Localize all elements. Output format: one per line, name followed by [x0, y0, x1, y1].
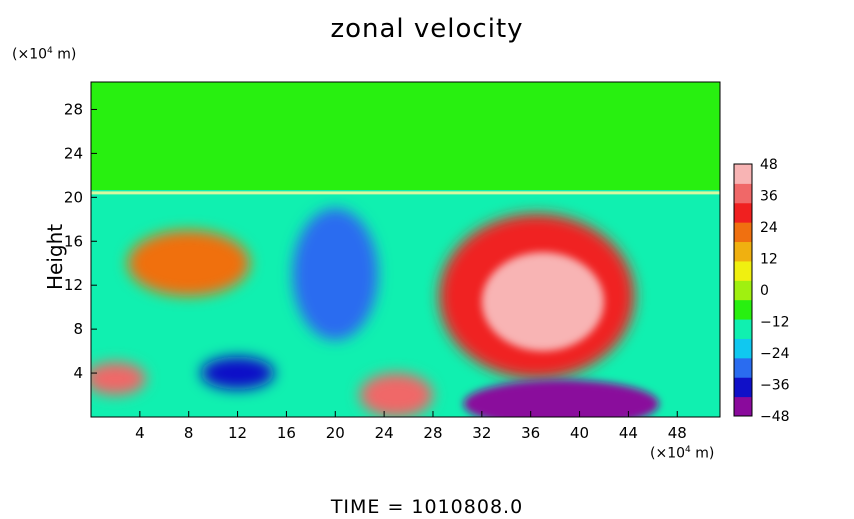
colorbar-swatch: [734, 338, 752, 359]
colorbar-swatch: [734, 164, 752, 184]
x-tick-label: 20: [326, 424, 345, 442]
x-tick-label: 48: [668, 424, 687, 442]
feature-westerly-left: [127, 230, 250, 297]
y-tick-label: 28: [64, 100, 83, 118]
colorbar-swatch: [734, 299, 752, 320]
feature-surface-easterly: [463, 379, 659, 417]
x-tick-label: 16: [277, 424, 296, 442]
colorbar-swatch: [734, 241, 752, 262]
colorbar-swatch: [734, 357, 752, 378]
feature-surface-westerly: [359, 373, 433, 417]
plot-frame: [90, 81, 721, 418]
colorbar-swatch: [734, 183, 752, 204]
y-tick-label: 12: [64, 276, 83, 294]
x-axis-unit: (×104 m): [650, 445, 715, 462]
x-tick-label: 8: [184, 424, 194, 442]
colorbar-tick-label: 36: [760, 189, 778, 205]
x-tick-label: 36: [521, 424, 540, 442]
colorbar-tick-label: −12: [760, 315, 790, 331]
colorbar-tick-label: 24: [760, 220, 778, 236]
x-tick-label: 12: [228, 424, 247, 442]
x-tick-label: 4: [135, 424, 145, 442]
feature-easterly-band: [292, 208, 379, 341]
x-axis: 4 8 12 16 20 24 28 32 36 40 44 48: [135, 411, 687, 442]
colorbar-swatch: [734, 202, 752, 223]
y-tick-label: 16: [64, 232, 83, 250]
feature-low-easterly: [200, 356, 275, 390]
colorbar-frame: [733, 163, 753, 417]
plot-area: [91, 82, 720, 417]
colorbar-tick-label: −48: [760, 409, 790, 425]
colorbar-swatch: [734, 280, 752, 301]
y-tick-label: 8: [73, 320, 83, 338]
colorbar-swatch: [734, 377, 752, 398]
y-axis-unit: (×104 m): [12, 46, 77, 63]
y-tick-label: 24: [64, 144, 83, 162]
x-tick-label: 44: [619, 424, 638, 442]
colorbar-swatch: [734, 396, 752, 417]
colorbar-tick-label: −36: [760, 378, 790, 394]
feature-upper-jet-core: [481, 252, 604, 352]
colorbar-tick-label: 12: [760, 252, 778, 268]
colorbar: 48 36 24 12 0 −12 −24 −36 −48: [733, 157, 790, 425]
y-tick-label: 20: [64, 188, 83, 206]
colorbar-tick-label: 48: [760, 157, 778, 173]
x-tick-label: 24: [375, 424, 394, 442]
stratosphere-field: [91, 82, 720, 192]
colorbar-swatch: [734, 260, 752, 281]
colorbar-tick-label: 0: [760, 283, 769, 299]
colorbar-tick-label: −24: [760, 346, 790, 362]
x-tick-label: 40: [570, 424, 589, 442]
y-tick-label: 4: [73, 364, 83, 382]
time-footer: TIME = 1010808.0: [330, 496, 524, 518]
chart-title: zonal velocity: [330, 14, 524, 44]
x-tick-label: 32: [472, 424, 491, 442]
colorbar-swatch: [734, 222, 752, 243]
y-axis: 4 8 12 16 20 24 28: [64, 100, 97, 382]
x-tick-label: 28: [423, 424, 442, 442]
feature-left-low-jet: [91, 362, 146, 396]
colorbar-swatch: [734, 319, 752, 339]
